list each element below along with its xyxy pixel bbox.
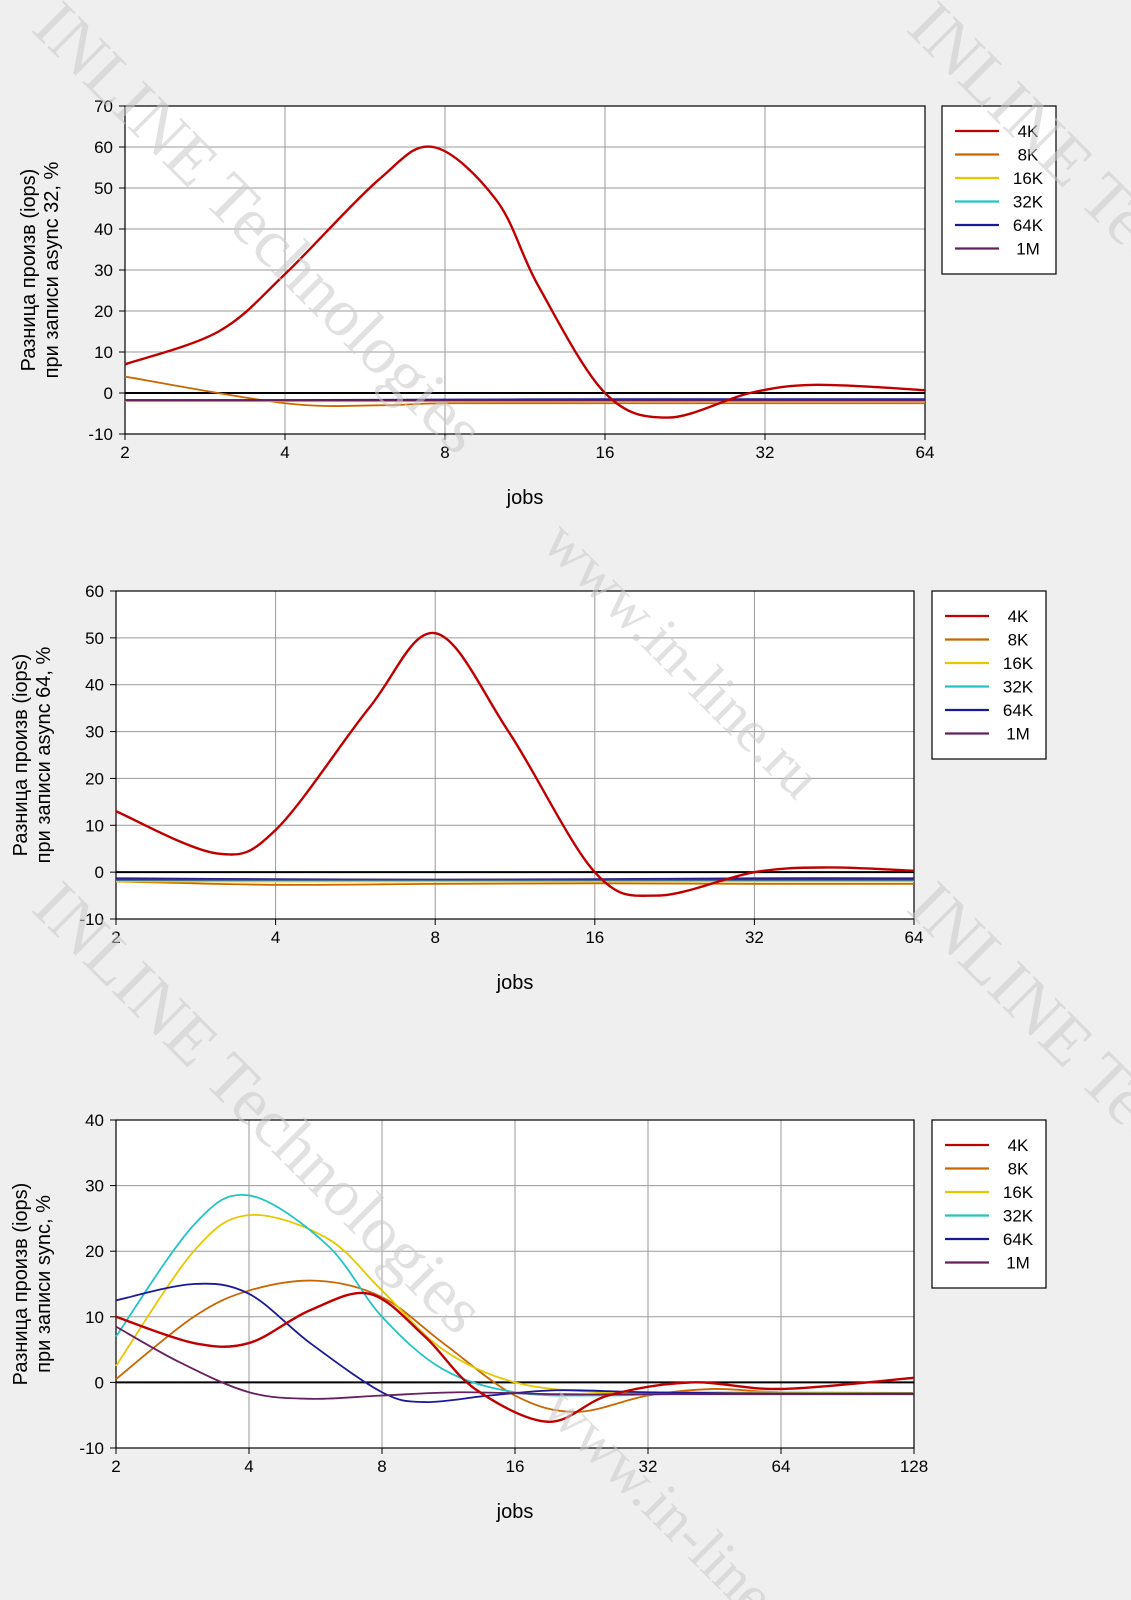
chart-3-legend: 4K 8K 16K 32K 64K 1M — [931, 1119, 1047, 1289]
chart-1-legend-label-32K: 32K — [1013, 193, 1044, 212]
chart-2-legend-label-1M: 1M — [1006, 725, 1030, 744]
chart-2-ytick-label: 40 — [85, 676, 104, 695]
chart-3-series-8K-line — [115, 1279, 915, 1413]
chart-3-xtick-label: 32 — [639, 1457, 658, 1476]
chart-2-xlabel: jobs — [496, 972, 534, 994]
chart-2-series-4K-line — [115, 631, 915, 897]
chart-3-ytick-label: -10 — [79, 1439, 104, 1458]
chart-3-xtick-label: 4 — [244, 1457, 253, 1476]
chart-1-xlabel: jobs — [506, 487, 544, 509]
chart-2-legend-label-32K: 32K — [1003, 678, 1034, 697]
chart-3-series-16K-line — [115, 1213, 915, 1394]
chart-2-ylabel-line-2: при записи async 64, % — [33, 646, 55, 863]
chart-3-series-1M-line — [115, 1325, 914, 1400]
chart-3-ytick-label: 10 — [85, 1308, 104, 1327]
chart-3-legend-box — [931, 1119, 1047, 1289]
chart-1-ytick-label: 40 — [94, 220, 113, 239]
chart-1-ylabel-line-1: Разница произв (iops) — [18, 169, 40, 372]
chart-3-xtick-label: 16 — [506, 1457, 525, 1476]
chart-2-legend-label-16K: 16K — [1003, 654, 1034, 673]
chart-3-xtick-label: 2 — [111, 1457, 120, 1476]
chart-2-legend-label-8K: 8K — [1008, 631, 1029, 650]
chart-2-ytick-label: 20 — [85, 769, 104, 788]
chart-2-series-8K-line — [115, 880, 915, 886]
chart-3-legend-label-16K: 16K — [1003, 1183, 1034, 1202]
chart-3-series-4K-line — [115, 1291, 915, 1423]
chart-1-ytick-label: 0 — [104, 384, 113, 403]
chart-3-ytick-label: 20 — [85, 1242, 104, 1261]
chart-2-xtick-label: 4 — [271, 928, 280, 947]
chart-1-ytick-label: 50 — [94, 179, 113, 198]
chart-3-series-64K-line — [115, 1282, 915, 1403]
chart-3-legend-label-1M: 1M — [1006, 1254, 1030, 1273]
chart-2-plot-area — [116, 591, 914, 919]
chart-3-xtick-label: 8 — [377, 1457, 386, 1476]
chart-2: -10 0 10 20 30 40 50 60 2 4 8 16 32 64 Разница произв … — [10, 582, 1047, 994]
chart-3-legend-label-4K: 4K — [1008, 1136, 1029, 1155]
chart-2-ylabel-line-1: Разница произв (iops) — [10, 654, 32, 857]
chart-1-xtick-label: 32 — [756, 443, 775, 462]
chart-1-series-8K-line — [124, 375, 925, 407]
chart-3-legend-label-8K: 8K — [1008, 1160, 1029, 1179]
chart-3-legend-label-32K: 32K — [1003, 1207, 1034, 1226]
chart-2-ytick-label: -10 — [79, 910, 104, 929]
chart-1-xtick-label: 2 — [120, 443, 129, 462]
chart-3-legend-label-64K: 64K — [1003, 1230, 1034, 1249]
chart-1-ytick-label: 20 — [94, 302, 113, 321]
chart-3-ytick-label: 0 — [95, 1373, 104, 1392]
chart-2-ytick-label: 60 — [85, 582, 104, 601]
chart-2-legend-box — [931, 590, 1047, 760]
chart-2-ytick-label: 10 — [85, 816, 104, 835]
chart-1-xtick-label: 8 — [440, 443, 449, 462]
chart-3-xtick-label: 128 — [900, 1457, 928, 1476]
chart-1-ytick-label: 10 — [94, 343, 113, 362]
chart-3-ytick-label: 40 — [85, 1111, 104, 1130]
chart-1-legend-label-64K: 64K — [1013, 216, 1044, 235]
chart-1-legend-label-8K: 8K — [1018, 146, 1039, 165]
chart-2-legend-label-4K: 4K — [1008, 607, 1029, 626]
chart-3-ylabel-line-1: Разница произв (iops) — [10, 1183, 32, 1386]
chart-3-ylabel-line-2: при записи sync, % — [33, 1195, 55, 1373]
chart-3-ytick-label: 30 — [85, 1177, 104, 1196]
chart-1: -10 0 10 20 30 40 50 60 70 2 4 8 16 32 64 Разница произ… — [18, 97, 1057, 509]
chart-3-plot-border — [115, 1119, 915, 1449]
chart-2-legend-label-64K: 64K — [1003, 701, 1034, 720]
chart-2-ytick-label: 30 — [85, 723, 104, 742]
chart-2-xtick-label: 32 — [745, 928, 764, 947]
chart-2-legend: 4K 8K 16K 32K 64K 1M — [931, 590, 1047, 760]
chart-1-legend-label-16K: 16K — [1013, 169, 1044, 188]
chart-1-legend-label-1M: 1M — [1016, 240, 1040, 259]
chart-1-xtick-label: 16 — [596, 443, 615, 462]
chart-2-ytick-label: 0 — [95, 863, 104, 882]
chart-1-plot-border — [124, 105, 926, 435]
chart-1-ytick-label: -10 — [88, 425, 113, 444]
chart-2-xtick-label: 8 — [430, 928, 439, 947]
chart-1-legend-label-4K: 4K — [1018, 122, 1039, 141]
chart-2-xtick-label: 16 — [585, 928, 604, 947]
chart-1-ytick-label: 30 — [94, 261, 113, 280]
chart-1-series-4K-line — [124, 145, 926, 419]
chart-1-ytick-label: 70 — [94, 97, 113, 116]
chart-1-legend: 4K 8K 16K 32K 64K 1M — [941, 105, 1057, 275]
chart-2-plot-border — [115, 590, 915, 920]
chart-2-xtick-label: 2 — [111, 928, 120, 947]
chart-3-xtick-label: 64 — [772, 1457, 791, 1476]
chart-2-xtick-label: 64 — [905, 928, 924, 947]
chart-2-ytick-label: 50 — [85, 629, 104, 648]
chart-1-xtick-label: 64 — [916, 443, 935, 462]
chart-1-ylabel-line-2: при записи async 32, % — [41, 161, 63, 378]
chart-1-legend-box — [941, 105, 1057, 275]
chart-3-xlabel: jobs — [496, 1501, 534, 1523]
chart-1-ytick-label: 60 — [94, 138, 113, 157]
chart-1-xtick-label: 4 — [280, 443, 289, 462]
